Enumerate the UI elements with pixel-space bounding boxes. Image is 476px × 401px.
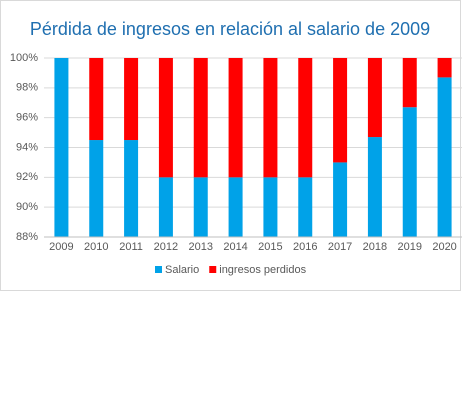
bar-segment [193, 177, 208, 237]
bar-segment [54, 58, 69, 237]
x-tick-label: 2017 [328, 241, 352, 253]
y-tick-label: 94% [16, 141, 38, 153]
bar-segment [333, 58, 348, 163]
legend-label: ingresos perdidos [219, 264, 306, 276]
bar-segment [367, 137, 382, 237]
legend-swatch [209, 266, 217, 273]
y-tick-label: 88% [16, 231, 38, 243]
y-tick-label: 96% [16, 112, 38, 124]
x-tick-label: 2012 [154, 241, 178, 253]
x-tick-label: 2016 [293, 241, 317, 253]
bar-segment [437, 77, 452, 238]
bar-segment [402, 58, 417, 108]
x-tick-label: 2011 [119, 241, 143, 253]
bar-segment [333, 162, 348, 237]
bar-segment [298, 177, 313, 237]
bar-segment [263, 58, 278, 178]
x-tick-label: 2009 [49, 241, 73, 253]
bar-segment [437, 58, 452, 78]
y-tick-label: 90% [16, 201, 38, 213]
bar-segment [193, 58, 208, 178]
x-tick-label: 2010 [84, 241, 108, 253]
legend-swatch [155, 266, 162, 273]
bar-segment [228, 58, 243, 178]
bar-segment [367, 58, 382, 138]
x-tick-label: 2018 [363, 241, 387, 253]
bar-segment [89, 58, 104, 141]
y-tick-label: 98% [16, 82, 38, 94]
bar-segment [158, 58, 173, 178]
bar-segment [158, 177, 173, 237]
bar-segment [298, 58, 313, 178]
bar-segment [89, 140, 104, 237]
x-tick-label: 2013 [189, 241, 213, 253]
bar-segment [263, 177, 278, 237]
x-tick-label: 2015 [258, 241, 282, 253]
bar-segment [228, 177, 243, 237]
y-tick-label: 92% [16, 171, 38, 183]
chart-title: Pérdida de ingresos en relación al salar… [30, 19, 430, 39]
bar-segment [124, 58, 139, 141]
bar-segment [124, 140, 139, 237]
bar-segment [402, 107, 417, 237]
x-tick-label: 2019 [398, 241, 422, 253]
y-tick-label: 100% [10, 52, 38, 64]
x-tick-label: 2020 [432, 241, 456, 253]
x-tick-label: 2014 [223, 241, 247, 253]
legend-label: Salario [165, 264, 199, 276]
